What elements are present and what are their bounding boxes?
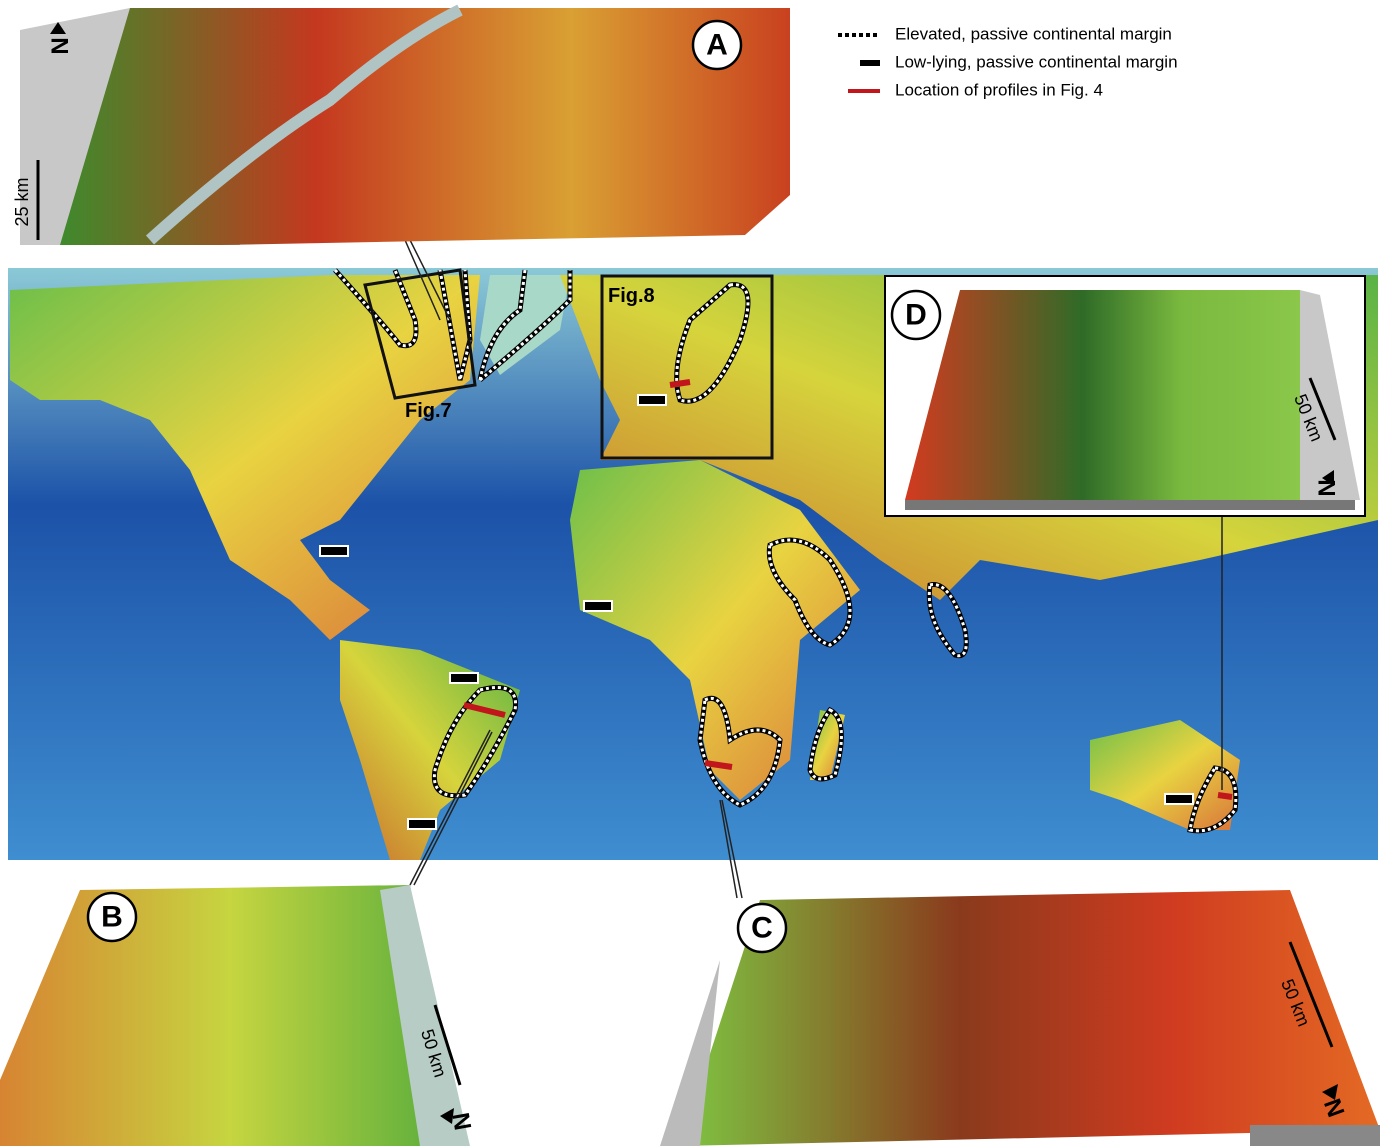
north-label: N <box>1314 479 1341 496</box>
shape <box>670 382 690 385</box>
shape <box>638 395 666 405</box>
panel-label: A <box>706 29 728 62</box>
shape <box>320 546 348 556</box>
shape <box>584 601 612 611</box>
scale-label: 25 km <box>12 177 32 226</box>
panel-b: 50 km N B <box>0 885 477 1146</box>
panel-label: B <box>101 901 123 934</box>
legend-label: Low-lying, passive continental margin <box>895 52 1178 71</box>
panel-c: 50 km N C <box>660 890 1380 1146</box>
shape <box>408 819 436 829</box>
panel-label: D <box>905 299 927 332</box>
shape <box>1165 794 1193 804</box>
shape <box>60 8 790 245</box>
fig-label: Fig.8 <box>608 285 655 307</box>
shape <box>905 290 1300 500</box>
legend: Elevated, passive continental margin Low… <box>838 24 1178 99</box>
figure: Fig.7 Fig.8 25 km N A Elevated, passive … <box>0 0 1380 1146</box>
shape <box>1218 795 1232 797</box>
shape <box>1250 1125 1380 1146</box>
shape <box>905 500 1355 510</box>
shape <box>705 763 732 767</box>
panel-d: 50 km N D <box>885 276 1365 516</box>
legend-label: Elevated, passive continental margin <box>895 24 1172 43</box>
fig-label: Fig.7 <box>405 400 452 422</box>
legend-label: Location of profiles in Fig. 4 <box>895 80 1103 99</box>
shape <box>450 673 478 683</box>
panel-label: C <box>751 912 773 945</box>
north-label: N <box>47 37 74 54</box>
panel-a: 25 km N A <box>12 8 790 245</box>
